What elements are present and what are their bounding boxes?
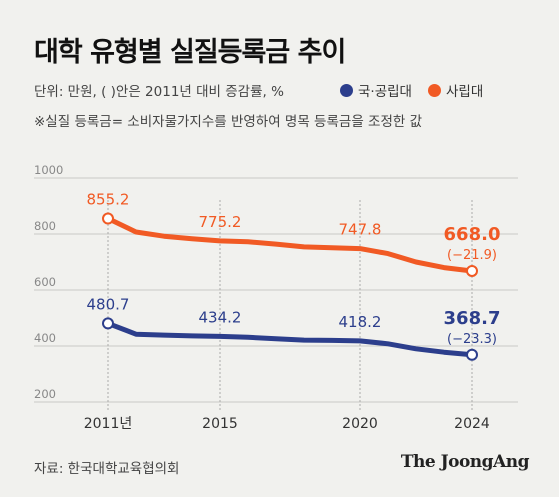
legend-item-public: 국·공립대 — [340, 80, 412, 100]
legend: 국·공립대 사립대 — [340, 80, 493, 100]
x-tick-label-2020: 2020 — [342, 416, 378, 432]
data-label-1-2011: 480.7 — [87, 295, 130, 313]
x-tick-label-2024: 2024 — [454, 416, 490, 432]
data-label-0-2024: 668.0 — [444, 224, 501, 245]
data-label-1-2020: 418.2 — [339, 313, 382, 331]
series-line-0 — [105, 216, 475, 274]
legend-private-label: 사립대 — [445, 84, 484, 100]
y-tick-label-200: 200 — [34, 387, 56, 401]
data-label-0-2011: 855.2 — [87, 191, 130, 209]
change-label-1-2024: (−23.3) — [447, 332, 497, 347]
legend-item-private: 사립대 — [427, 80, 484, 100]
x-tick-label-2015: 2015 — [202, 416, 238, 432]
unit-note: 단위: 만원, ( )안은 2011년 대비 증감률, % — [34, 84, 284, 100]
page-title: 대학 유형별 실질등록금 추이 — [34, 37, 346, 68]
data-point-marker-0-2024 — [466, 264, 478, 277]
data-label-0-2020: 747.8 — [339, 221, 382, 239]
series-line-1 — [105, 320, 475, 358]
legend-private-dot-icon — [427, 83, 441, 97]
change-label-0-2024: (−21.9) — [447, 248, 497, 263]
data-label-0-2015: 775.2 — [199, 213, 242, 231]
y-tick-label-1000: 1000 — [34, 163, 63, 177]
brand-logo: The JoongAng — [400, 452, 530, 472]
y-tick-label-600: 600 — [34, 275, 56, 289]
x-tick-label-2011: 2011년 — [84, 416, 133, 432]
legend-public-label: 국·공립대 — [358, 84, 412, 100]
legend-public-dot-icon — [340, 83, 353, 97]
footnote: ※실질 등록금= 소비자물가지수를 반영하여 명목 등록금을 조정한 값 — [34, 114, 423, 130]
source-note: 자료: 한국대학교육협의회 — [34, 461, 180, 477]
data-point-marker-1-2024 — [466, 348, 478, 361]
y-tick-label-800: 800 — [34, 219, 56, 233]
data-point-marker-0-2011 — [102, 212, 114, 225]
data-point-marker-1-2011 — [102, 317, 114, 330]
data-label-1-2015: 434.2 — [199, 308, 242, 326]
y-tick-label-400: 400 — [34, 331, 56, 345]
data-label-1-2024: 368.7 — [444, 308, 501, 329]
